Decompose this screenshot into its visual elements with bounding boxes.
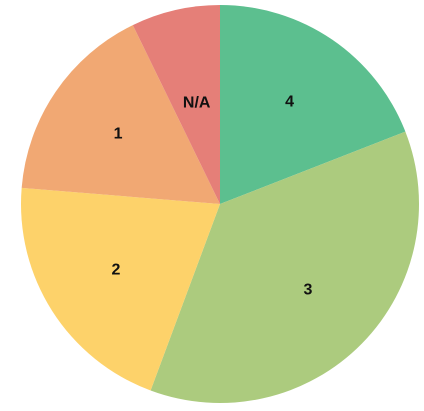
slice-label-3: 3 [303, 282, 312, 299]
slice-label-na: N/A [183, 94, 211, 111]
pie-slice-na [132, 5, 220, 204]
pie-slice-3 [150, 131, 420, 403]
slice-labels: 4 3 2 1 N/A [111, 93, 312, 298]
slice-label-2: 2 [111, 261, 120, 278]
slice-label-4: 4 [285, 93, 294, 110]
pie-slice-1 [21, 25, 221, 204]
pie-slice-4 [220, 5, 406, 204]
slice-label-1: 1 [114, 126, 123, 143]
pie-slice-2 [20, 187, 220, 391]
